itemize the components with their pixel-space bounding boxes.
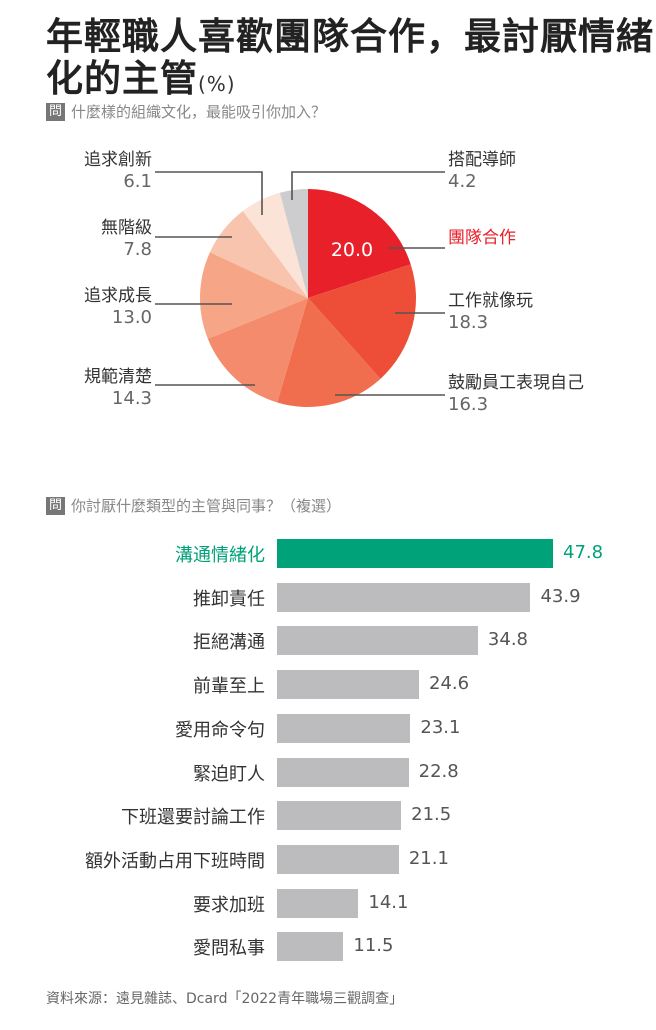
bar-category-label: 要求加班: [193, 894, 265, 916]
bar-value-label: 47.8: [563, 542, 604, 563]
pie-chart: 20.0: [155, 171, 445, 407]
question-badge: 問: [46, 102, 66, 121]
bar: [277, 670, 420, 700]
bar: [277, 757, 409, 787]
pie-label: 鼓勵員工表現自己 16.3: [448, 372, 584, 416]
bar-value-label: 11.5: [353, 935, 394, 957]
pie-label-name: 規範清楚: [84, 367, 152, 387]
pie-question-text: 什麼樣的組織文化，最能吸引你加入？: [71, 103, 327, 121]
unit-label: (%): [198, 72, 236, 96]
bar-category-label: 下班還要討論工作: [121, 807, 265, 829]
title-line-1: 年輕職人喜歡團隊合作，最討厭情緒: [46, 15, 654, 58]
bar-category-label: 緊迫盯人: [193, 763, 265, 785]
pie-label-name: 追求成長: [84, 286, 152, 306]
pie-label: 工作就像玩 18.3: [448, 290, 533, 334]
bar-category-label: 推卸責任: [193, 588, 265, 610]
title-line-2: 化的主管: [46, 57, 198, 100]
pie-label-value: 6.1: [123, 171, 152, 192]
pie-label-value: 7.8: [123, 239, 152, 260]
pie-label: 追求創新 6.1: [32, 149, 152, 193]
bar: [277, 713, 411, 743]
pie-label-name: 團隊合作: [448, 228, 516, 248]
leader-line: [291, 171, 445, 200]
bar-question-text: 你討厭什麼類型的主管與同事？（複選）: [71, 497, 342, 515]
pie-slice: [207, 298, 308, 403]
pie-label-name: 鼓勵員工表現自己: [448, 373, 584, 393]
bar-value-label: 22.8: [418, 760, 459, 782]
bar: [277, 844, 399, 874]
bar: [277, 582, 531, 612]
pie-label: 無階級 7.8: [32, 217, 152, 261]
pie-label-name: 追求創新: [84, 150, 152, 170]
bar: [277, 932, 344, 962]
pie-label: 團隊合作: [448, 227, 516, 249]
bar-value-label: 34.8: [487, 629, 528, 651]
bar-category-label: 拒絕溝通: [193, 632, 265, 654]
pie-slice: [199, 252, 308, 339]
bar: [277, 801, 402, 831]
pie-value-label: 20.0: [331, 239, 373, 261]
pie-label-value: 13.0: [111, 307, 152, 328]
question-badge: 問: [46, 496, 66, 515]
bar-category-label: 溝通情緒化: [175, 545, 265, 566]
pie-slice: [242, 192, 308, 298]
pie-slice: [277, 298, 381, 407]
bar-value-label: 21.5: [411, 804, 452, 826]
leader-line: [155, 171, 263, 215]
bar-value-label: 21.1: [408, 847, 449, 869]
bar-value-label: 24.6: [429, 673, 470, 695]
pie-label: 搭配導師 4.2: [448, 149, 516, 193]
pie-slice: [279, 189, 308, 298]
pie-label-value: 4.2: [448, 171, 477, 192]
pie-slice: [209, 211, 308, 298]
bar-category-label: 愛問私事: [193, 938, 265, 960]
pie-label-value: 16.3: [448, 394, 489, 415]
bar-value-label: 14.1: [368, 891, 409, 913]
bar-category-label: 前輩至上: [193, 676, 265, 698]
bar-value-label: 23.1: [420, 716, 461, 738]
bar-value-label: 43.9: [540, 585, 581, 607]
pie-label-name: 無階級: [101, 218, 152, 238]
bar: [277, 626, 478, 656]
pie-label-value: 14.3: [111, 388, 152, 409]
pie-label-name: 搭配導師: [448, 150, 516, 170]
pie-label-value: 18.3: [448, 312, 489, 333]
source-note: 資料來源：遠見雜誌、Dcard「2022青年職場三觀調查」: [46, 991, 404, 1007]
bar: [277, 539, 553, 568]
bar-category-label: 額外活動占用下班時間: [85, 850, 265, 872]
pie-label: 追求成長 13.0: [32, 285, 152, 329]
pie-slice: [308, 264, 417, 379]
bar-category-label: 愛用命令句: [175, 719, 265, 741]
pie-question: 問 什麼樣的組織文化，最能吸引你加入？: [46, 101, 326, 122]
bar-question: 問 你討厭什麼類型的主管與同事？（複選）: [46, 495, 341, 516]
pie-slice: [308, 189, 411, 298]
pie-label: 規範清楚 14.3: [32, 366, 152, 410]
pie-label-name: 工作就像玩: [448, 291, 533, 311]
bar: [277, 888, 359, 918]
